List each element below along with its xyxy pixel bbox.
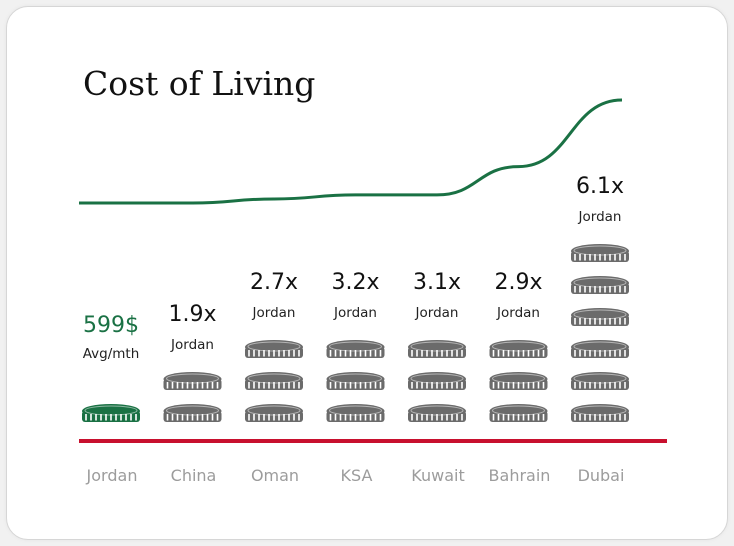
coin xyxy=(489,404,548,422)
coin xyxy=(408,372,466,390)
coin xyxy=(245,372,303,390)
coin xyxy=(408,340,466,358)
coin xyxy=(571,308,629,326)
category-label: Oman xyxy=(251,466,299,485)
multiplier-label: 3.2x xyxy=(331,270,379,295)
base-value: 599$ xyxy=(83,313,139,338)
coin-stack xyxy=(408,340,466,422)
category-labels: Jordan China Oman KSA Kuwait Bahrain Dubai xyxy=(86,466,625,485)
coin-stack xyxy=(571,244,629,422)
coin xyxy=(245,340,303,358)
coin xyxy=(571,340,629,358)
comparison-label: Jordan xyxy=(252,305,296,321)
coin-stack xyxy=(326,340,385,422)
coin xyxy=(326,372,385,390)
category-label: Bahrain xyxy=(489,466,551,485)
coin-stack xyxy=(163,372,222,422)
coin-stacks xyxy=(82,244,629,422)
coin xyxy=(408,404,466,422)
coin-stack xyxy=(82,404,140,422)
category-label: Dubai xyxy=(578,466,625,485)
comparison-label: Jordan xyxy=(333,305,377,321)
coin xyxy=(245,404,303,422)
comparison-label: Jordan xyxy=(415,305,459,321)
coin xyxy=(571,276,629,294)
coin-stack xyxy=(245,340,303,422)
coin xyxy=(571,404,629,422)
data-labels: 599$ Avg/mth 1.9x Jordan 2.7x Jordan 3.2x Jorda… xyxy=(83,174,624,362)
coin xyxy=(571,372,629,390)
multiplier-label: 2.9x xyxy=(494,270,542,295)
comparison-label: Jordan xyxy=(496,305,540,321)
coin xyxy=(571,244,629,262)
multiplier-label: 3.1x xyxy=(413,270,461,295)
category-label: China xyxy=(171,466,217,485)
multiplier-label: 1.9x xyxy=(168,302,216,327)
coin xyxy=(489,340,548,358)
base-sublabel: Avg/mth xyxy=(83,346,140,362)
chart-title: Cost of Living xyxy=(83,64,315,103)
coin-stack xyxy=(489,340,548,422)
comparison-label: Jordan xyxy=(170,337,214,353)
coin xyxy=(163,404,222,422)
category-label: Kuwait xyxy=(411,466,464,485)
trend-line xyxy=(79,98,623,205)
coin xyxy=(489,372,548,390)
multiplier-label: 2.7x xyxy=(250,270,298,295)
category-label: Jordan xyxy=(86,466,138,485)
category-label: KSA xyxy=(341,466,373,485)
coin xyxy=(326,404,385,422)
coin xyxy=(82,404,140,422)
comparison-label: Jordan xyxy=(578,209,622,225)
coin xyxy=(326,340,385,358)
coin xyxy=(163,372,222,390)
chart-card xyxy=(6,6,728,540)
multiplier-label: 6.1x xyxy=(576,174,624,199)
